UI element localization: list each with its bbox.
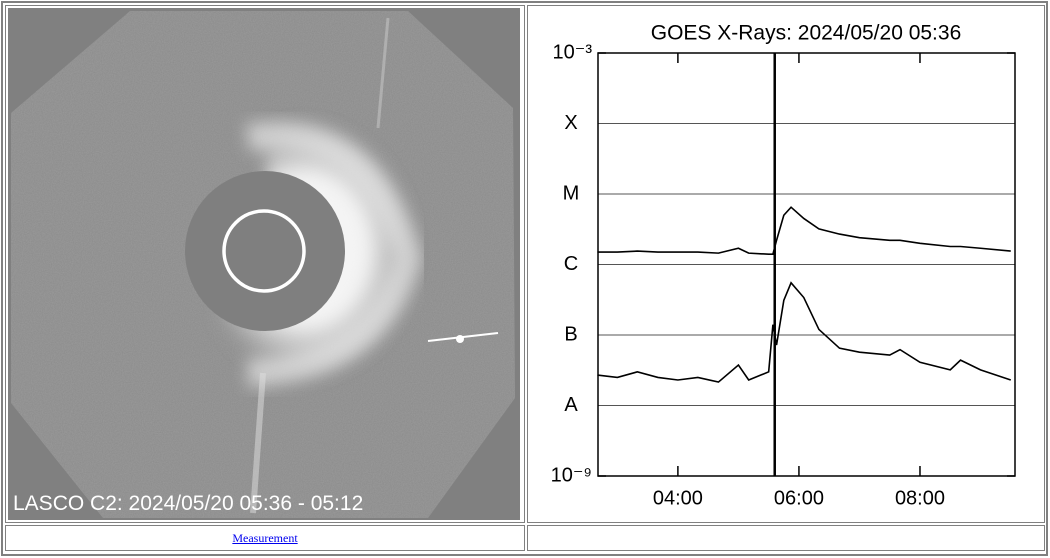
- series-line: [597, 281, 1012, 383]
- plot-frame: [597, 52, 1016, 477]
- y-tick-label: C: [564, 253, 578, 275]
- link-cell: Measurement: [5, 525, 525, 551]
- y-tick-label: M: [563, 182, 580, 204]
- y-tick-label: B: [564, 323, 577, 345]
- x-tick-label: 08:00: [895, 487, 945, 509]
- y-tick-label: A: [564, 394, 578, 416]
- y-tick-label: 10⁻³: [553, 41, 593, 63]
- chart-title: GOES X-Rays: 2024/05/20 05:36: [651, 22, 962, 45]
- chart-cell: [527, 5, 1045, 523]
- x-tick-label: 04:00: [653, 487, 703, 509]
- lasco-image: LASCO C2: 2024/05/20 05:36 - 05:12: [8, 8, 520, 520]
- measurement-link[interactable]: Measurement: [232, 531, 298, 545]
- image-cell: LASCO C2: 2024/05/20 05:36 - 05:12: [5, 5, 525, 523]
- series-line: [597, 206, 1011, 255]
- empty-cell: [527, 525, 1045, 551]
- x-tick-label: 06:00: [774, 487, 824, 509]
- y-tick-label: X: [564, 112, 577, 134]
- goes-chart: GOES X-Rays: 2024/05/20 05:36 10⁻³ X M C B A 1…: [529, 7, 1043, 521]
- y-tick-label: 10⁻⁹: [551, 464, 592, 486]
- image-caption: LASCO C2: 2024/05/20 05:36 - 05:12: [13, 492, 363, 515]
